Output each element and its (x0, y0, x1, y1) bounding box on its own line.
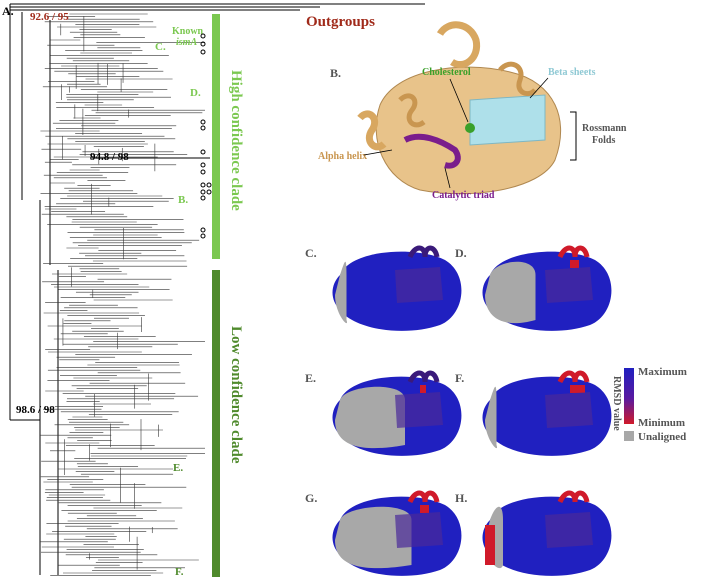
panel-b-label: B. (330, 66, 341, 80)
structure-d: D. (455, 245, 612, 331)
top-helix (407, 490, 440, 504)
legend-maximum: Maximum (638, 366, 687, 378)
bootstrap-root-label: 98.6 / 98 (16, 404, 55, 416)
low-confidence-clade-bar (212, 270, 220, 577)
structure-g: G. (305, 490, 462, 576)
top-helix (557, 370, 590, 384)
high-confidence-clade-bar (212, 14, 220, 259)
high-rmsd-region (420, 505, 429, 513)
rmsd-axis-title: RMSD value (611, 376, 622, 431)
catalytic-triad-label: Catalytic triad (432, 190, 495, 201)
structure-label: H. (455, 491, 467, 505)
high-confidence-clade-label: High confidence clade (228, 70, 244, 211)
high-rmsd-region (420, 385, 426, 393)
low-confidence-clade-label: Low confidence clade (228, 326, 244, 464)
top-helix (557, 245, 590, 259)
sheet-region (395, 512, 443, 548)
rossmann-label-line1: Rossmann (582, 123, 627, 134)
unaligned-region (335, 386, 405, 449)
legend-minimum: Minimum (638, 417, 685, 429)
sheet-region (545, 392, 593, 428)
beta-sheets-label: Beta sheets (548, 67, 596, 78)
legend-unaligned: Unaligned (638, 431, 686, 443)
phylogenetic-tree (9, 3, 425, 576)
unaligned-swatch (624, 431, 634, 441)
top-helix (557, 490, 590, 504)
sheet-region (395, 392, 443, 428)
structure-e: E. (305, 370, 462, 456)
structure-label: C. (305, 246, 317, 260)
high-rmsd-region (485, 525, 495, 565)
alpha-helix-label: Alpha helix (318, 151, 367, 162)
tip-label-e: E. (173, 462, 183, 474)
panel-a-label: A. (2, 4, 14, 18)
protein-structure-b (357, 21, 577, 195)
bootstrap-top-label: 92.6 / 95 (30, 11, 69, 23)
structure-label: E. (305, 371, 316, 385)
sheet-region (395, 267, 443, 303)
structure-label: F. (455, 371, 464, 385)
structure-label: D. (455, 246, 467, 260)
unaligned-region (485, 386, 498, 449)
rmsd-legend: RMSD value Maximum Minimum Unaligned (611, 366, 687, 443)
outgroups-label: Outgroups (306, 14, 375, 30)
ismA-label: ismA (176, 37, 197, 48)
sheet-region (545, 512, 593, 548)
structure-label: G. (305, 491, 317, 505)
tree-leaves (40, 13, 205, 576)
high-rmsd-region (570, 385, 585, 393)
tip-label-c: C. (155, 41, 166, 53)
unaligned-region (335, 261, 348, 324)
sheet-region (545, 267, 593, 303)
known-ismA-markers (200, 33, 212, 239)
rossmann-label-line2: Folds (592, 135, 615, 146)
tip-label-b: B. (178, 194, 188, 206)
rmsd-color-bar (624, 368, 634, 424)
structure-f: F. (455, 370, 612, 456)
top-helix (407, 245, 440, 259)
high-rmsd-region (570, 260, 579, 268)
tip-label-f: F. (175, 566, 184, 578)
unaligned-region (485, 261, 536, 324)
unaligned-region (335, 506, 412, 569)
structure-c: C. (305, 245, 462, 331)
tip-label-d: D. (190, 87, 201, 99)
cholesterol-label: Cholesterol (422, 67, 471, 78)
structure-h: H. (455, 490, 612, 576)
rmsd-structures: C. D. E. F. G. H. (305, 245, 612, 576)
known-label: Known (172, 26, 204, 37)
bootstrap-mid-label: 94.8 / 98 (90, 151, 129, 163)
top-helix (407, 370, 440, 384)
